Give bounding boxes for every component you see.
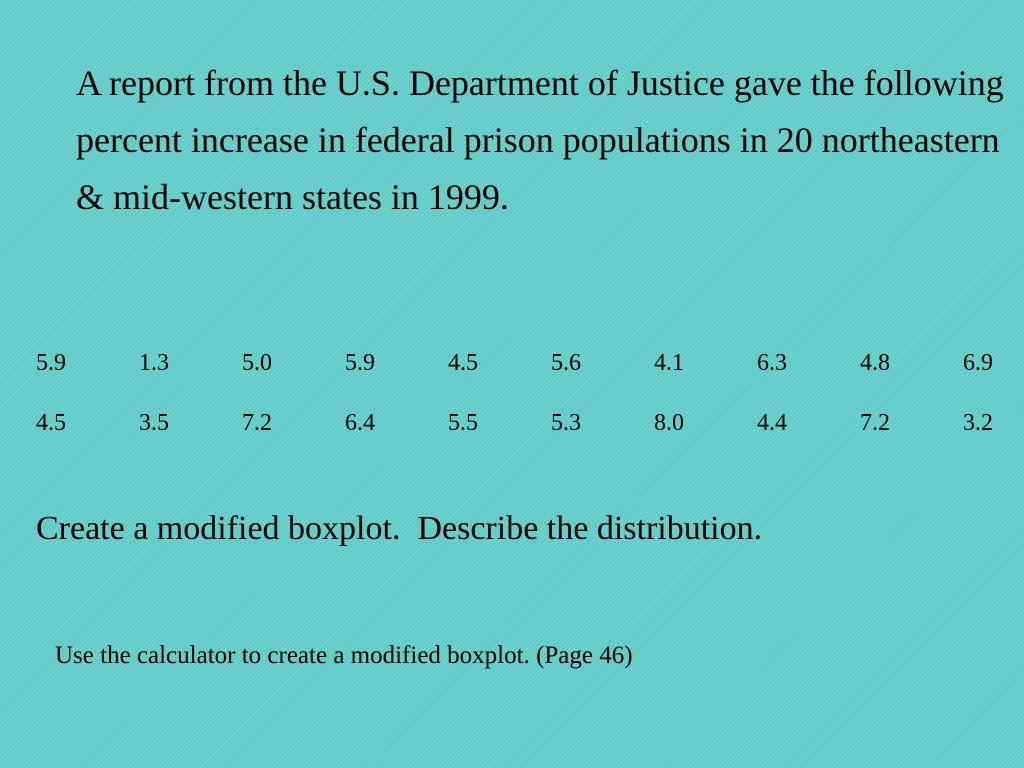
calculator-hint: Use the calculator to create a modified … [55, 642, 633, 669]
data-cell: 7.2 [860, 410, 890, 436]
data-cell: 3.2 [963, 410, 993, 436]
task-instruction: Create a modified boxplot. Describe the … [36, 510, 763, 547]
data-cell: 6.4 [345, 410, 375, 436]
data-cell: 4.1 [654, 350, 684, 376]
data-cell: 7.2 [242, 410, 272, 436]
data-cell: 8.0 [654, 410, 684, 436]
data-cell: 4.5 [36, 410, 66, 436]
data-table: 5.9 1.3 5.0 5.9 4.5 5.6 4.1 6.3 4.8 6.9 … [36, 344, 1008, 464]
data-cell: 1.3 [139, 350, 169, 376]
data-cell: 4.8 [860, 350, 890, 376]
intro-paragraph: A report from the U.S. Department of Jus… [76, 63, 1004, 217]
data-cell: 6.3 [757, 350, 787, 376]
data-cell: 5.3 [551, 410, 581, 436]
data-cell: 5.5 [448, 410, 478, 436]
data-cell: 4.5 [448, 350, 478, 376]
data-cell: 5.6 [551, 350, 581, 376]
data-row: 5.9 1.3 5.0 5.9 4.5 5.6 4.1 6.3 4.8 6.9 [36, 344, 1008, 404]
data-row: 4.5 3.5 7.2 6.4 5.5 5.3 8.0 4.4 7.2 3.2 [36, 404, 1008, 464]
data-cell: 5.9 [36, 350, 66, 376]
data-cell: 5.9 [345, 350, 375, 376]
data-cell: 3.5 [139, 410, 169, 436]
data-cell: 6.9 [963, 350, 993, 376]
data-cell: 4.4 [757, 410, 787, 436]
data-cell: 5.0 [242, 350, 272, 376]
